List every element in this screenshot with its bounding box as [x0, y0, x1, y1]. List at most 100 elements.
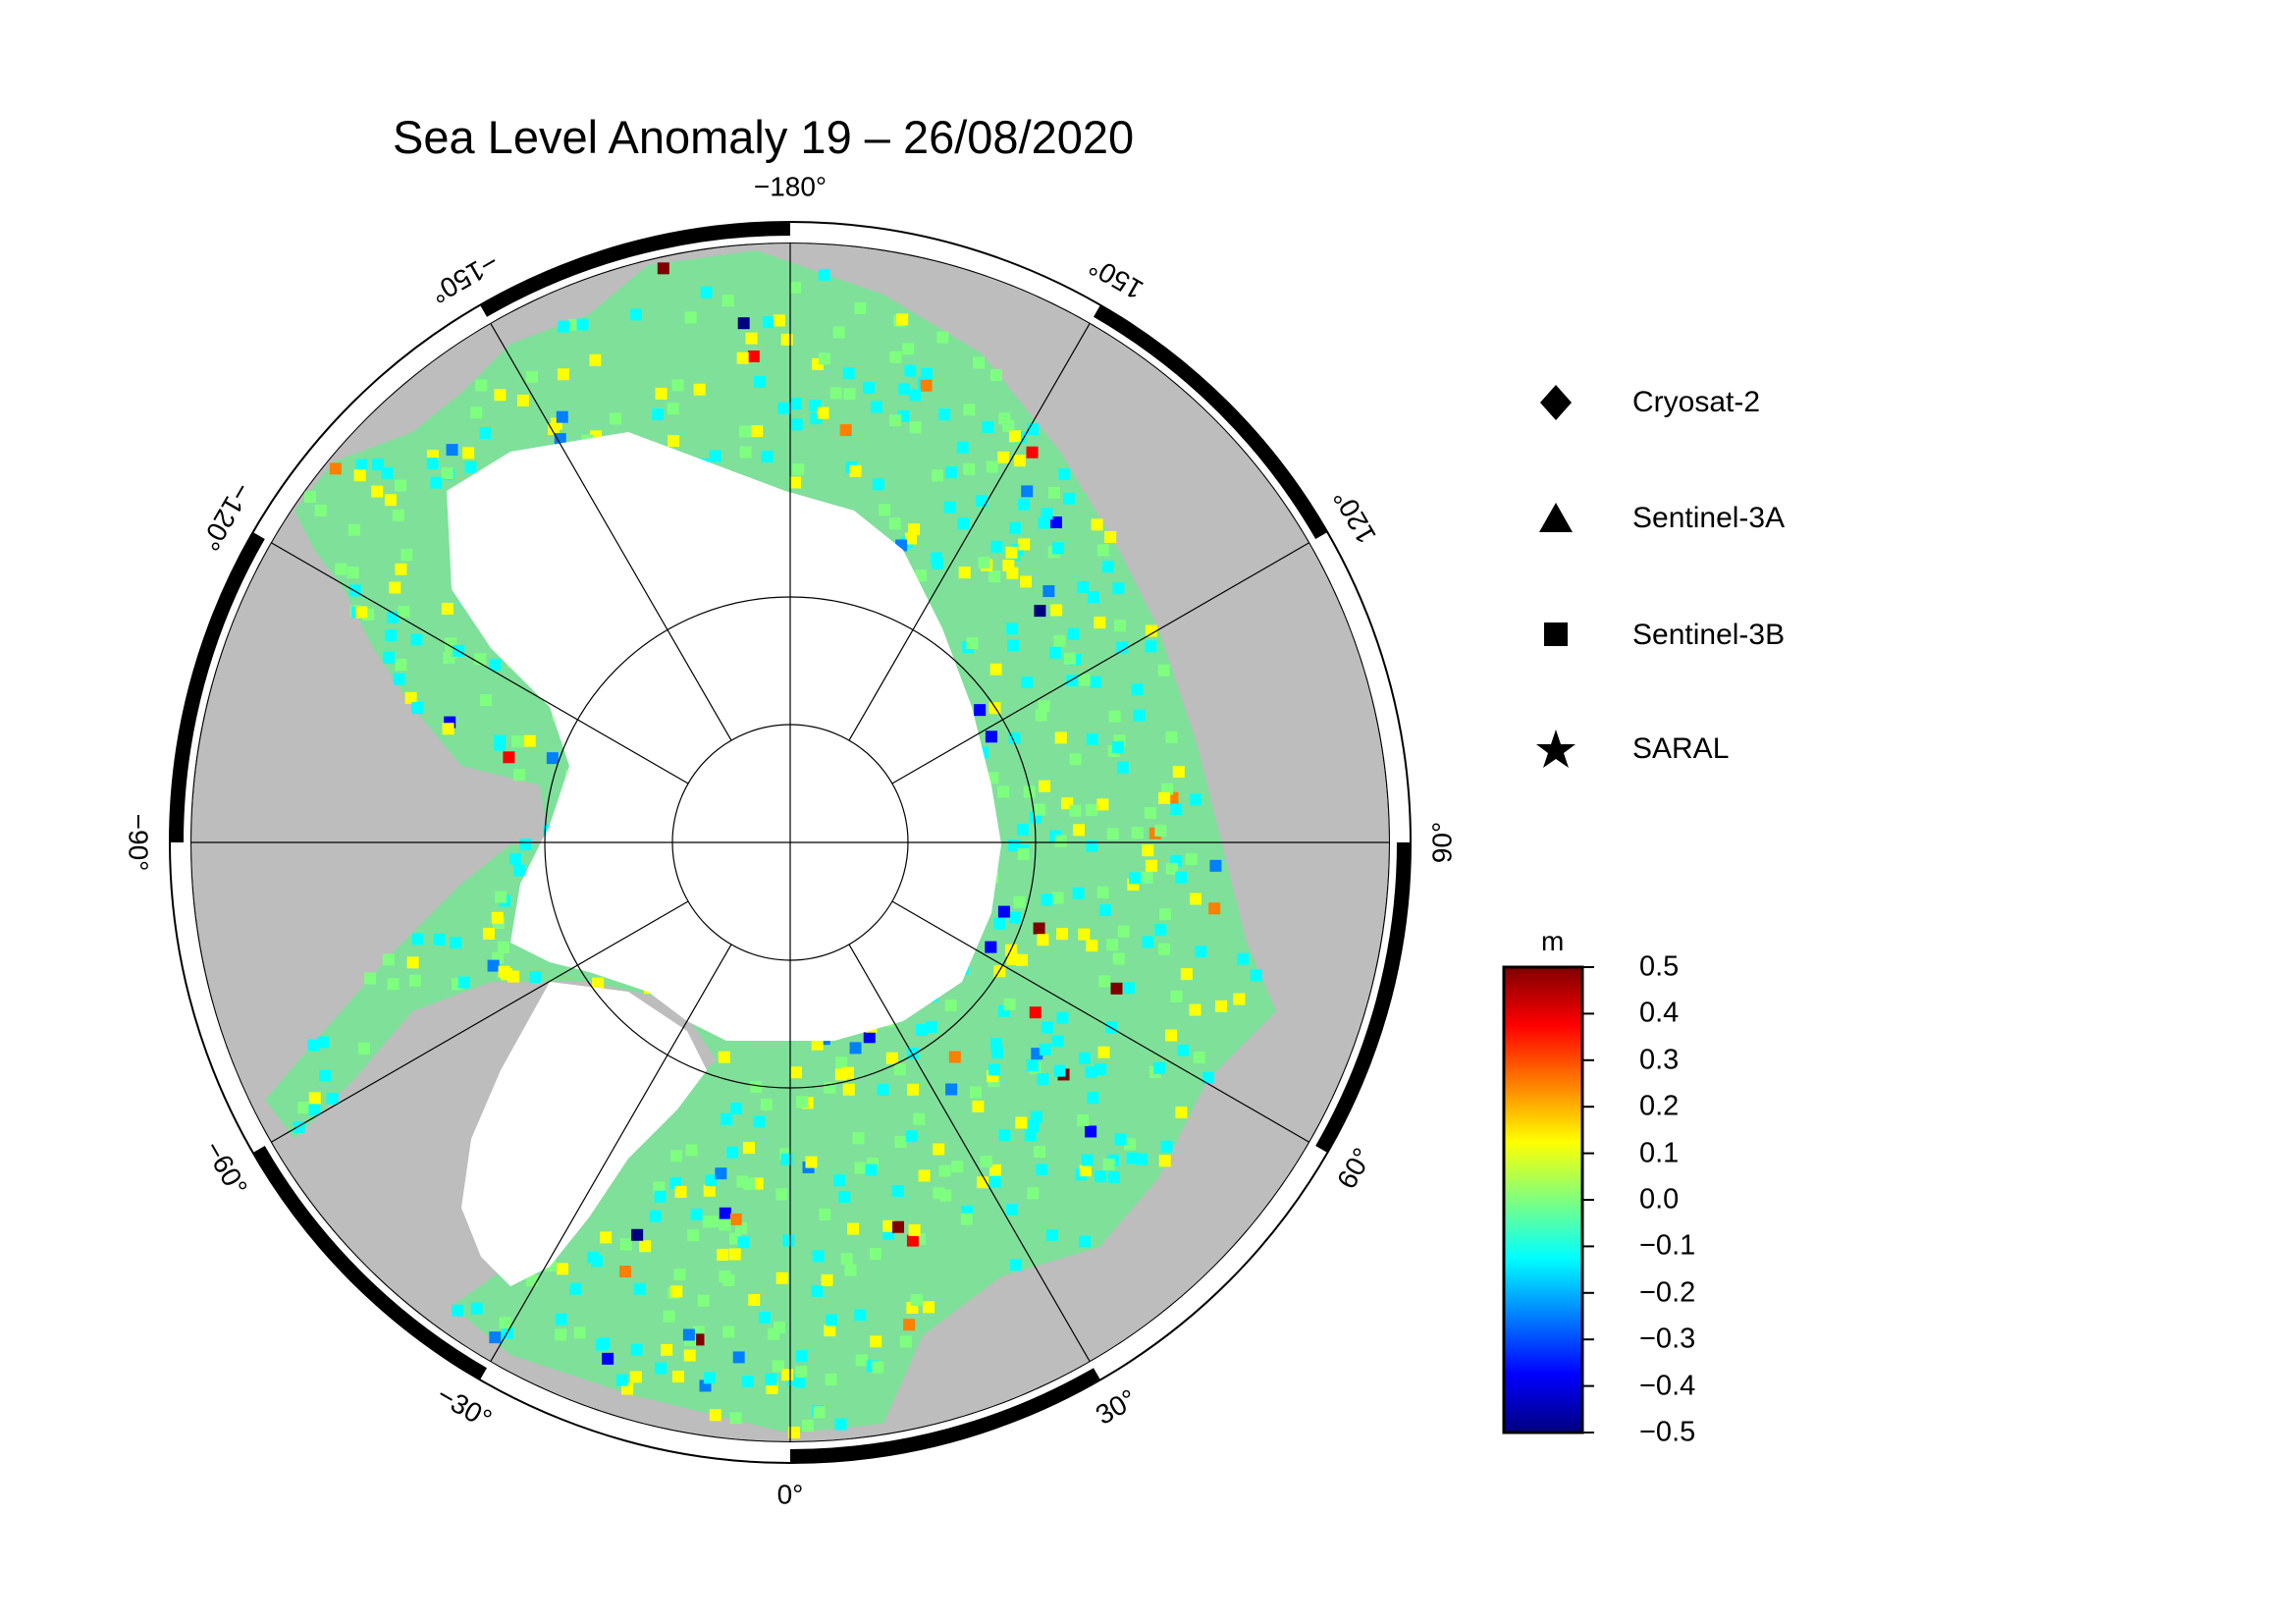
- anomaly-point: [1042, 585, 1055, 598]
- anomaly-point: [742, 1142, 755, 1155]
- anomaly-point: [787, 1427, 800, 1439]
- anomaly-point: [1020, 575, 1033, 588]
- anomaly-point: [406, 956, 419, 969]
- greenland-ice: [461, 982, 707, 1286]
- anomaly-point: [833, 1174, 846, 1187]
- anomaly-point: [317, 1036, 330, 1049]
- anomaly-point: [573, 1326, 586, 1339]
- anomaly-point: [896, 313, 909, 326]
- anomaly-point: [931, 469, 943, 482]
- anomaly-point: [988, 1063, 1000, 1076]
- anomaly-point: [1107, 1170, 1120, 1183]
- anomaly-point: [489, 659, 502, 672]
- anomaly-point: [1189, 1003, 1201, 1016]
- anomaly-point: [944, 1000, 957, 1012]
- longitude-label: 120°: [1327, 484, 1382, 549]
- anomaly-point: [1102, 1158, 1115, 1170]
- anomaly-point: [738, 425, 751, 438]
- anomaly-point: [1051, 892, 1064, 904]
- anomaly-point: [400, 549, 413, 562]
- anomaly-point: [703, 1184, 716, 1197]
- anomaly-point: [663, 1310, 675, 1323]
- anomaly-point: [957, 517, 970, 530]
- anomaly-point: [392, 509, 404, 521]
- anomaly-point: [382, 953, 395, 966]
- anomaly-point: [838, 1191, 851, 1204]
- anomaly-point: [991, 1047, 1004, 1059]
- anomaly-point: [908, 1224, 921, 1237]
- anomaly-point: [1009, 1259, 1022, 1271]
- anomaly-point: [1018, 498, 1031, 511]
- anomaly-point: [1101, 561, 1114, 573]
- anomaly-point: [1129, 872, 1142, 885]
- colorbar-tick-label: 0.2: [1639, 1090, 1680, 1122]
- anomaly-point: [598, 1337, 611, 1350]
- anomaly-point: [479, 426, 492, 439]
- anomaly-point: [977, 1176, 989, 1189]
- anomaly-point: [1114, 620, 1127, 632]
- anomaly-point: [687, 1229, 700, 1242]
- anomaly-point: [1029, 1006, 1041, 1019]
- anomaly-point: [718, 1051, 730, 1063]
- anomaly-point: [1036, 1163, 1048, 1176]
- anomaly-point: [308, 1104, 321, 1116]
- anomaly-point: [442, 723, 454, 735]
- anomaly-point: [404, 691, 417, 704]
- anomaly-point: [1250, 969, 1262, 982]
- anomaly-point: [546, 752, 559, 765]
- anomaly-point: [909, 421, 922, 434]
- anomaly-point: [903, 1319, 916, 1331]
- anomaly-point: [796, 1096, 809, 1109]
- anomaly-point: [494, 738, 507, 751]
- anomaly-point: [780, 1153, 793, 1165]
- anomaly-point: [829, 387, 842, 400]
- anomaly-point: [709, 450, 721, 462]
- anomaly-point: [889, 414, 902, 427]
- frame-segment: [252, 1146, 487, 1380]
- longitude-label: 150°: [1084, 250, 1148, 305]
- anomaly-point: [655, 387, 667, 400]
- longitude-label: −180°: [754, 171, 827, 201]
- anomaly-point: [762, 316, 774, 329]
- anomaly-point: [989, 368, 1002, 381]
- anomaly-point: [758, 1311, 771, 1324]
- anomaly-point: [673, 1269, 686, 1281]
- anomaly-point: [482, 927, 495, 940]
- anomaly-point: [1048, 646, 1061, 659]
- anomaly-point: [1126, 1152, 1139, 1164]
- anomaly-point: [760, 1098, 773, 1110]
- anomaly-point: [1041, 508, 1053, 520]
- anomaly-point: [910, 1293, 923, 1306]
- anomaly-point: [441, 602, 454, 615]
- anomaly-point: [835, 1056, 848, 1069]
- anomaly-point: [1026, 446, 1039, 459]
- anomaly-point: [1116, 761, 1129, 774]
- anomaly-point: [1097, 1046, 1110, 1058]
- anomaly-point: [1157, 943, 1170, 955]
- anomaly-point: [709, 1409, 721, 1422]
- anomaly-point: [1087, 1092, 1099, 1105]
- anomaly-point: [997, 451, 1010, 463]
- anomaly-point: [1096, 544, 1109, 557]
- anomaly-point: [326, 1092, 339, 1105]
- anomaly-point: [891, 1184, 904, 1197]
- anomaly-point: [938, 408, 951, 421]
- anomaly-point: [766, 1381, 778, 1394]
- anomaly-point: [1027, 1119, 1040, 1132]
- frame-segment: [1094, 304, 1328, 539]
- anomaly-point: [630, 308, 643, 321]
- colorbar-unit: m: [1541, 926, 1565, 956]
- anomaly-point: [789, 476, 802, 489]
- anomaly-point: [384, 494, 397, 507]
- anomaly-point: [602, 1352, 614, 1365]
- anomaly-point: [1131, 827, 1144, 839]
- anomaly-point: [355, 606, 368, 619]
- anomaly-point: [654, 1190, 667, 1203]
- anomaly-point: [630, 1343, 643, 1356]
- map-disk: [191, 243, 1389, 1441]
- anomaly-point: [936, 331, 949, 344]
- anomaly-point: [877, 1083, 889, 1096]
- anomaly-point: [1064, 652, 1077, 665]
- colorbar-tick-label: 0.0: [1639, 1183, 1680, 1216]
